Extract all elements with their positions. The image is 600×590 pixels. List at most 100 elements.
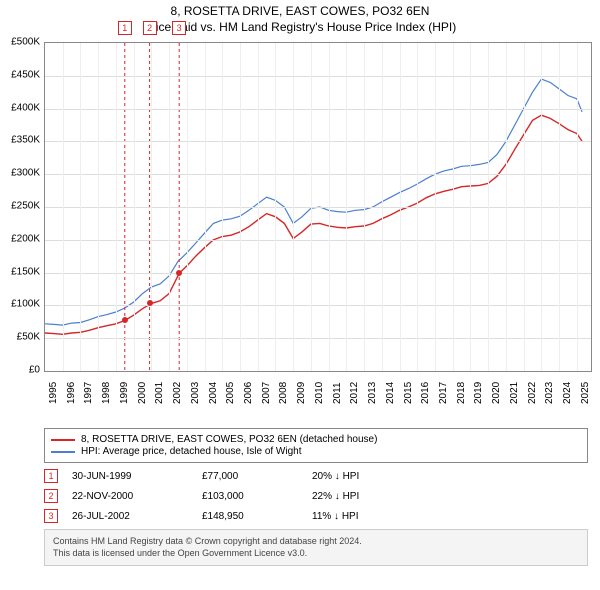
y-axis-label: £150K <box>0 266 40 277</box>
gridline-v <box>134 43 135 371</box>
y-axis-label: £450K <box>0 69 40 80</box>
footer-line-1: Contains HM Land Registry data © Crown c… <box>53 536 579 548</box>
x-axis-label: 2014 <box>385 382 396 404</box>
x-axis-label: 1995 <box>48 382 59 404</box>
event-row: 130-JUN-1999£77,00020% ↓ HPI <box>44 469 588 483</box>
gridline-v <box>417 43 418 371</box>
x-axis-label: 2021 <box>509 382 520 404</box>
chart: 123 £0 £50K £100K £150K £200K £250K £300K £350K… <box>0 34 600 424</box>
y-axis-label: £200K <box>0 233 40 244</box>
event-row: 3 26-JUL-2002£148,95011% ↓ HPI <box>44 509 588 523</box>
x-axis-label: 2018 <box>456 382 467 404</box>
event-diff: 11% ↓ HPI <box>312 511 359 522</box>
legend-item: HPI: Average price, detached house, Isle… <box>51 446 581 457</box>
y-axis-label: £250K <box>0 201 40 212</box>
marker-dot <box>122 317 128 323</box>
y-axis-label: £350K <box>0 135 40 146</box>
gridline-h <box>45 240 591 241</box>
gridline-v <box>151 43 152 371</box>
legend-swatch <box>51 439 75 441</box>
gridline-v <box>453 43 454 371</box>
y-axis-label: £0 <box>0 365 40 376</box>
legend-label: 8, ROSETTA DRIVE, EAST COWES, PO32 6EN (… <box>81 434 377 445</box>
gridline-v <box>311 43 312 371</box>
marker-box: 3 <box>172 21 186 35</box>
x-axis-label: 2022 <box>527 382 538 404</box>
event-price: £103,000 <box>202 491 312 502</box>
x-axis-label: 2019 <box>473 382 484 404</box>
x-axis-label: 2011 <box>332 382 343 404</box>
gridline-v <box>187 43 188 371</box>
event-marker-box: 2 <box>44 489 58 503</box>
plot-area: 123 <box>44 42 592 372</box>
x-axis-label: 2002 <box>172 382 183 404</box>
y-axis-label: £50K <box>0 332 40 343</box>
x-axis-label: 2003 <box>190 382 201 404</box>
event-date: 30-JUN-1999 <box>72 471 202 482</box>
gridline-v <box>470 43 471 371</box>
x-axis-label: 2016 <box>420 382 431 404</box>
gridline-h <box>45 273 591 274</box>
title-block: 8, ROSETTA DRIVE, EAST COWES, PO32 6EN P… <box>0 0 600 34</box>
x-axis-label: 1999 <box>119 382 130 404</box>
gridline-v <box>559 43 560 371</box>
gridline-v <box>435 43 436 371</box>
gridline-h <box>45 338 591 339</box>
event-diff: 20% ↓ HPI <box>312 471 359 482</box>
gridline-v <box>346 43 347 371</box>
gridline-v <box>541 43 542 371</box>
x-axis-label: 2012 <box>349 382 360 404</box>
x-axis-label: 2005 <box>225 382 236 404</box>
x-axis-label: 2024 <box>562 382 573 404</box>
gridline-h <box>45 207 591 208</box>
gridline-v <box>98 43 99 371</box>
legend-item: 8, ROSETTA DRIVE, EAST COWES, PO32 6EN (… <box>51 434 581 445</box>
x-axis-label: 2007 <box>261 382 272 404</box>
gridline-v <box>524 43 525 371</box>
gridline-v <box>240 43 241 371</box>
gridline-v <box>400 43 401 371</box>
gridline-v <box>205 43 206 371</box>
legend-label: HPI: Average price, detached house, Isle… <box>81 446 302 457</box>
gridline-v <box>382 43 383 371</box>
gridline-h <box>45 109 591 110</box>
gridline-v <box>116 43 117 371</box>
gridline-v <box>169 43 170 371</box>
footer-line-2: This data is licensed under the Open Gov… <box>53 548 579 560</box>
gridline-h <box>45 174 591 175</box>
marker-dot <box>176 270 182 276</box>
y-axis-label: £500K <box>0 37 40 48</box>
x-axis-label: 1997 <box>83 382 94 404</box>
event-date: 26-JUL-2002 <box>72 511 202 522</box>
event-price: £148,950 <box>202 511 312 522</box>
y-axis-label: £100K <box>0 299 40 310</box>
gridline-h <box>45 141 591 142</box>
x-axis-label: 2023 <box>544 382 555 404</box>
events-table: 130-JUN-1999£77,00020% ↓ HPI222-NOV-2000… <box>44 469 588 523</box>
x-axis-label: 2006 <box>243 382 254 404</box>
title-line-1: 8, ROSETTA DRIVE, EAST COWES, PO32 6EN <box>0 4 600 18</box>
x-axis-label: 2008 <box>278 382 289 404</box>
gridline-v <box>222 43 223 371</box>
marker-box: 1 <box>118 21 132 35</box>
gridline-v <box>293 43 294 371</box>
legend: 8, ROSETTA DRIVE, EAST COWES, PO32 6EN (… <box>44 428 588 463</box>
x-axis-label: 2013 <box>367 382 378 404</box>
event-date: 22-NOV-2000 <box>72 491 202 502</box>
x-axis-label: 2004 <box>208 382 219 404</box>
event-row: 222-NOV-2000£103,00022% ↓ HPI <box>44 489 588 503</box>
x-axis-label: 2010 <box>314 382 325 404</box>
x-axis-label: 2001 <box>154 382 165 404</box>
gridline-v <box>364 43 365 371</box>
title-line-2: Price paid vs. HM Land Registry's House … <box>0 20 600 34</box>
x-axis-label: 2000 <box>137 382 148 404</box>
legend-swatch <box>51 451 75 453</box>
gridline-v <box>63 43 64 371</box>
event-marker-box: 1 <box>44 469 58 483</box>
x-axis-label: 1996 <box>66 382 77 404</box>
event-marker-box: 3 <box>44 509 58 523</box>
x-axis-label: 2015 <box>403 382 414 404</box>
y-axis-label: £300K <box>0 168 40 179</box>
gridline-v <box>488 43 489 371</box>
page: 8, ROSETTA DRIVE, EAST COWES, PO32 6EN P… <box>0 0 600 566</box>
